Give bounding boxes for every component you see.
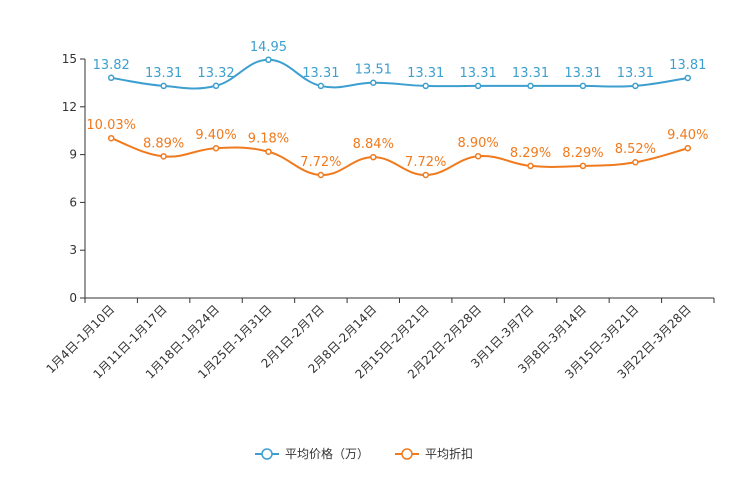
- data-label: 13.31: [460, 66, 497, 81]
- data-label: 13.31: [617, 66, 654, 81]
- data-point[interactable]: [160, 82, 167, 90]
- series-average-price: 13.82 13.31 13.32 14.95 13.31 13.51 13.31 13.31…: [93, 40, 706, 90]
- data-point[interactable]: [632, 82, 639, 90]
- series-average-discount: 10.03% 8.89% 9.40% 9.18% 7.72% 8.84% 7.72% 8.90…: [86, 118, 708, 179]
- data-label: 14.95: [250, 40, 287, 55]
- y-tick-label: 6: [69, 195, 77, 209]
- data-point[interactable]: [160, 153, 167, 160]
- data-label: 9.18%: [248, 132, 289, 147]
- data-label: 13.82: [93, 58, 130, 73]
- y-tick-label: 12: [62, 100, 77, 114]
- data-label: 8.89%: [143, 136, 184, 151]
- data-label: 10.03%: [86, 118, 136, 133]
- data-point[interactable]: [474, 152, 482, 160]
- y-axis: 0 3 6 9 12 15: [62, 52, 86, 305]
- data-point[interactable]: [684, 74, 692, 82]
- legend-label: 平均价格（万）: [285, 446, 369, 461]
- series-layer: 13.82 13.31 13.32 14.95 13.31 13.51 13.31 13.31…: [86, 40, 708, 179]
- data-point[interactable]: [579, 82, 587, 90]
- data-point[interactable]: [212, 144, 220, 152]
- data-label: 8.52%: [615, 142, 656, 157]
- data-point[interactable]: [632, 158, 639, 166]
- data-label: 8.90%: [457, 136, 498, 151]
- data-label: 13.31: [564, 66, 601, 81]
- y-tick-label: 9: [69, 148, 77, 162]
- data-label: 13.31: [407, 66, 444, 81]
- data-point[interactable]: [684, 144, 692, 152]
- legend-marker-icon: [401, 448, 413, 460]
- data-label: 13.31: [145, 66, 182, 81]
- y-tick-label: 0: [69, 291, 77, 305]
- data-point[interactable]: [265, 56, 272, 64]
- y-tick-label: 15: [62, 52, 77, 66]
- legend-item-average-discount[interactable]: 平均折扣: [395, 446, 473, 461]
- data-point[interactable]: [265, 148, 272, 155]
- y-tick-label: 3: [69, 243, 77, 257]
- data-point[interactable]: [527, 82, 534, 90]
- data-point[interactable]: [579, 162, 587, 170]
- data-point[interactable]: [422, 171, 429, 179]
- legend-item-average-price[interactable]: 平均价格（万）: [255, 446, 369, 461]
- data-label: 13.32: [197, 66, 234, 81]
- series-line: [110, 137, 689, 176]
- data-point[interactable]: [107, 74, 115, 82]
- data-point[interactable]: [212, 82, 220, 90]
- x-axis: 1月4日-1月10日1月11日-1月17日1月18日-1月24日1月25日-1月…: [43, 297, 715, 382]
- data-label: 8.29%: [510, 146, 551, 161]
- data-point[interactable]: [317, 82, 325, 90]
- legend[interactable]: 平均价格（万） 平均折扣: [255, 446, 473, 461]
- data-label: 13.51: [355, 63, 392, 78]
- data-label: 13.31: [302, 66, 339, 81]
- data-point[interactable]: [107, 134, 115, 142]
- legend-marker-icon: [261, 448, 273, 460]
- data-label: 8.29%: [562, 146, 603, 161]
- data-label: 9.40%: [195, 128, 236, 143]
- data-label: 13.31: [512, 66, 549, 81]
- legend-label: 平均折扣: [425, 446, 473, 461]
- data-label: 7.72%: [405, 155, 446, 170]
- data-point[interactable]: [370, 79, 377, 86]
- data-label: 9.40%: [667, 128, 708, 143]
- data-point[interactable]: [527, 162, 534, 170]
- data-label: 7.72%: [300, 155, 341, 170]
- data-label: 8.84%: [353, 137, 394, 152]
- data-point[interactable]: [317, 171, 325, 179]
- data-point[interactable]: [422, 82, 429, 90]
- data-point[interactable]: [370, 153, 377, 161]
- data-point[interactable]: [474, 82, 482, 90]
- data-label: 13.81: [669, 58, 706, 73]
